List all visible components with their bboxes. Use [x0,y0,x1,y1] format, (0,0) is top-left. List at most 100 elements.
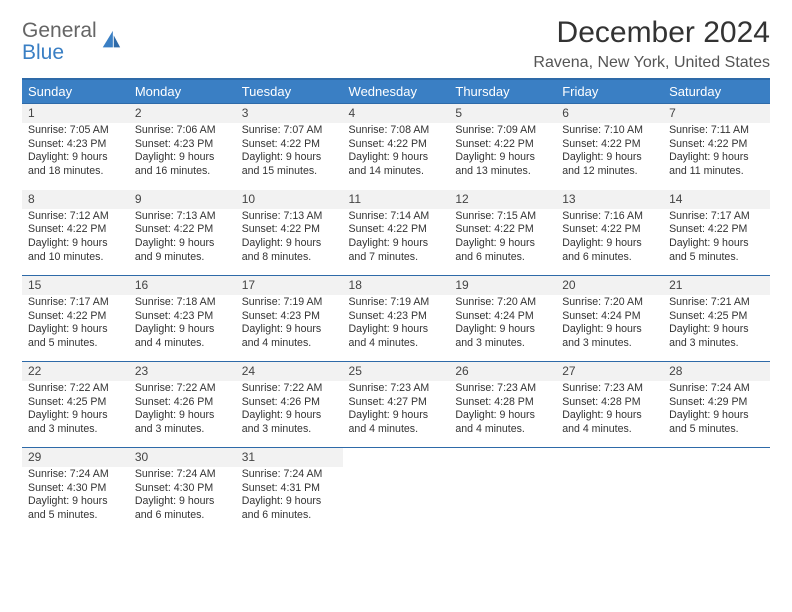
dow-header: Friday [556,79,663,104]
calendar-week: 22Sunrise: 7:22 AMSunset: 4:25 PMDayligh… [22,362,770,448]
day-number: 30 [129,448,236,467]
day-number: 4 [343,104,450,123]
day-details: Sunrise: 7:16 AMSunset: 4:22 PMDaylight:… [562,210,657,264]
day-number: 10 [236,190,343,209]
day-details: Sunrise: 7:17 AMSunset: 4:22 PMDaylight:… [669,210,764,264]
day-details: Sunrise: 7:12 AMSunset: 4:22 PMDaylight:… [28,210,123,264]
calendar-cell [663,448,770,534]
calendar-cell: 9Sunrise: 7:13 AMSunset: 4:22 PMDaylight… [129,190,236,276]
calendar-table: SundayMondayTuesdayWednesdayThursdayFrid… [22,78,770,534]
calendar-cell: 3Sunrise: 7:07 AMSunset: 4:22 PMDaylight… [236,104,343,190]
day-number: 23 [129,362,236,381]
day-number: 12 [449,190,556,209]
dow-header: Monday [129,79,236,104]
day-details: Sunrise: 7:22 AMSunset: 4:26 PMDaylight:… [242,382,337,436]
day-details: Sunrise: 7:10 AMSunset: 4:22 PMDaylight:… [562,124,657,178]
calendar-cell: 5Sunrise: 7:09 AMSunset: 4:22 PMDaylight… [449,104,556,190]
day-number: 22 [22,362,129,381]
calendar-week: 15Sunrise: 7:17 AMSunset: 4:22 PMDayligh… [22,276,770,362]
day-details: Sunrise: 7:07 AMSunset: 4:22 PMDaylight:… [242,124,337,178]
calendar-cell: 13Sunrise: 7:16 AMSunset: 4:22 PMDayligh… [556,190,663,276]
day-details: Sunrise: 7:08 AMSunset: 4:22 PMDaylight:… [349,124,444,178]
calendar-cell [556,448,663,534]
dow-header: Sunday [22,79,129,104]
day-details: Sunrise: 7:24 AMSunset: 4:30 PMDaylight:… [135,468,230,522]
calendar-page: General Blue December 2024 Ravena, New Y… [0,0,792,612]
dow-header: Tuesday [236,79,343,104]
day-details: Sunrise: 7:05 AMSunset: 4:23 PMDaylight:… [28,124,123,178]
logo: General Blue [22,16,122,64]
calendar-week: 29 Sunrise: 7:24 AMSunset: 4:30 PMDayligh… [22,448,770,534]
day-details: Sunrise: 7:11 AMSunset: 4:22 PMDaylight:… [669,124,764,178]
calendar-cell: 19Sunrise: 7:20 AMSunset: 4:24 PMDayligh… [449,276,556,362]
sail-icon [100,29,122,51]
day-details: Sunrise: 7:21 AMSunset: 4:25 PMDaylight:… [669,296,764,350]
day-number: 17 [236,276,343,295]
day-number: 20 [556,276,663,295]
calendar-cell: 29Sunrise: 7:24 AMSunset: 4:30 PMDayligh… [22,448,129,534]
calendar-cell: 1Sunrise: 7:05 AMSunset: 4:23 PMDaylight… [22,104,129,190]
calendar-cell: 7Sunrise: 7:11 AMSunset: 4:22 PMDaylight… [663,104,770,190]
location-label: Ravena, New York, United States [533,54,770,72]
day-number: 26 [449,362,556,381]
day-details: Sunrise: 7:09 AMSunset: 4:22 PMDaylight:… [455,124,550,178]
calendar-body: 1Sunrise: 7:05 AMSunset: 4:23 PMDaylight… [22,104,770,534]
day-number: 16 [129,276,236,295]
day-details: Sunrise: 7:18 AMSunset: 4:23 PMDaylight:… [135,296,230,350]
day-details: Sunrise: 7:23 AMSunset: 4:28 PMDaylight:… [455,382,550,436]
day-number: 29 [22,448,129,467]
calendar-cell: 30Sunrise: 7:24 AMSunset: 4:30 PMDayligh… [129,448,236,534]
calendar-cell: 14Sunrise: 7:17 AMSunset: 4:22 PMDayligh… [663,190,770,276]
day-number: 21 [663,276,770,295]
calendar-cell [343,448,450,534]
page-header: General Blue December 2024 Ravena, New Y… [22,16,770,72]
day-number: 25 [343,362,450,381]
day-details: Sunrise: 7:15 AMSunset: 4:22 PMDaylight:… [455,210,550,264]
day-number: 11 [343,190,450,209]
logo-line1: General [22,19,97,42]
day-number: 28 [663,362,770,381]
day-details: Sunrise: 7:13 AMSunset: 4:22 PMDaylight:… [135,210,230,264]
day-details: Sunrise: 7:17 AMSunset: 4:22 PMDaylight:… [28,296,123,350]
calendar-cell: 31Sunrise: 7:24 AMSunset: 4:31 PMDayligh… [236,448,343,534]
calendar-cell: 16Sunrise: 7:18 AMSunset: 4:23 PMDayligh… [129,276,236,362]
day-details: Sunrise: 7:22 AMSunset: 4:25 PMDaylight:… [28,382,123,436]
calendar-cell: 2Sunrise: 7:06 AMSunset: 4:23 PMDaylight… [129,104,236,190]
day-details: Sunrise: 7:23 AMSunset: 4:28 PMDaylight:… [562,382,657,436]
day-details: Sunrise: 7:14 AMSunset: 4:22 PMDaylight:… [349,210,444,264]
calendar-cell: 10Sunrise: 7:13 AMSunset: 4:22 PMDayligh… [236,190,343,276]
calendar-cell: 23Sunrise: 7:22 AMSunset: 4:26 PMDayligh… [129,362,236,448]
calendar-cell: 15Sunrise: 7:17 AMSunset: 4:22 PMDayligh… [22,276,129,362]
dow-header: Saturday [663,79,770,104]
calendar-cell: 21Sunrise: 7:21 AMSunset: 4:25 PMDayligh… [663,276,770,362]
calendar-cell: 22Sunrise: 7:22 AMSunset: 4:25 PMDayligh… [22,362,129,448]
calendar-week: 8Sunrise: 7:12 AMSunset: 4:22 PMDaylight… [22,190,770,276]
title-block: December 2024 Ravena, New York, United S… [533,16,770,72]
calendar-cell: 25Sunrise: 7:23 AMSunset: 4:27 PMDayligh… [343,362,450,448]
logo-text: General Blue [22,20,97,64]
day-number: 5 [449,104,556,123]
day-details: Sunrise: 7:19 AMSunset: 4:23 PMDaylight:… [349,296,444,350]
dow-header: Thursday [449,79,556,104]
day-number: 9 [129,190,236,209]
day-details: Sunrise: 7:20 AMSunset: 4:24 PMDaylight:… [562,296,657,350]
day-details: Sunrise: 7:13 AMSunset: 4:22 PMDaylight:… [242,210,337,264]
day-number: 18 [343,276,450,295]
day-number: 6 [556,104,663,123]
calendar-cell: 20Sunrise: 7:20 AMSunset: 4:24 PMDayligh… [556,276,663,362]
day-number: 13 [556,190,663,209]
day-number: 3 [236,104,343,123]
calendar-cell: 4Sunrise: 7:08 AMSunset: 4:22 PMDaylight… [343,104,450,190]
calendar-cell: 26Sunrise: 7:23 AMSunset: 4:28 PMDayligh… [449,362,556,448]
day-number: 27 [556,362,663,381]
day-details: Sunrise: 7:20 AMSunset: 4:24 PMDaylight:… [455,296,550,350]
day-details: Sunrise: 7:23 AMSunset: 4:27 PMDaylight:… [349,382,444,436]
calendar-cell [449,448,556,534]
month-title: December 2024 [533,16,770,50]
calendar-cell: 24Sunrise: 7:22 AMSunset: 4:26 PMDayligh… [236,362,343,448]
day-number: 19 [449,276,556,295]
day-details: Sunrise: 7:19 AMSunset: 4:23 PMDaylight:… [242,296,337,350]
day-number: 7 [663,104,770,123]
day-number: 24 [236,362,343,381]
day-number: 2 [129,104,236,123]
